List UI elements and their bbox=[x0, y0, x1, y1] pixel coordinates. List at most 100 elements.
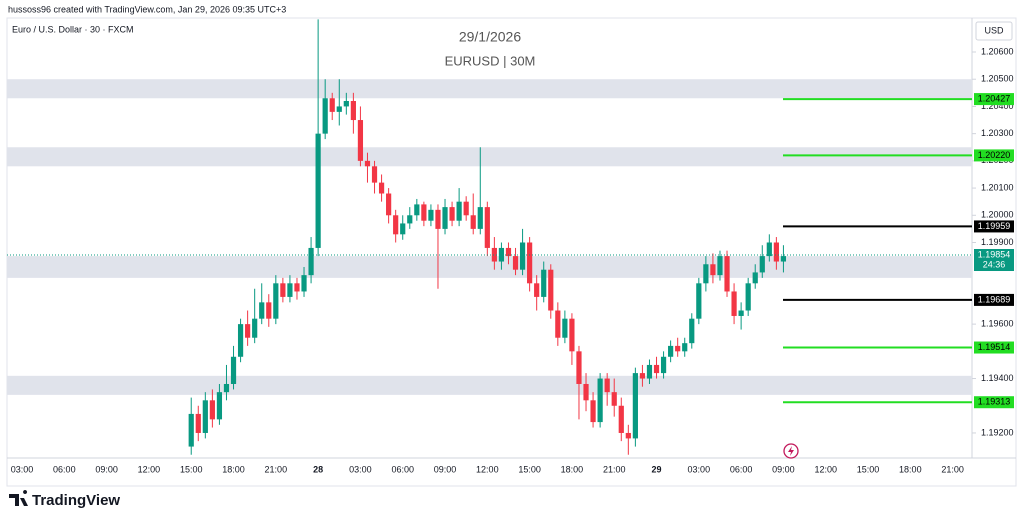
candle-body bbox=[209, 400, 215, 420]
candle-body bbox=[569, 318, 575, 352]
candle-body bbox=[216, 392, 223, 420]
candle-body bbox=[604, 378, 610, 393]
candle-body bbox=[287, 283, 293, 297]
candle-body bbox=[682, 343, 688, 352]
x-tick-label: 15:00 bbox=[180, 464, 203, 474]
candle-body bbox=[548, 269, 554, 311]
x-tick-label: 12:00 bbox=[476, 464, 499, 474]
zone bbox=[7, 375, 972, 395]
candle-body bbox=[470, 215, 476, 229]
symbol: Euro / U.S. Dollar · 30 · FXCM bbox=[12, 24, 134, 34]
level-box bbox=[974, 341, 1014, 354]
candle-body bbox=[618, 405, 624, 433]
candle-body bbox=[660, 356, 667, 374]
x-tick-label: 09:00 bbox=[95, 464, 118, 474]
candle-body bbox=[280, 283, 286, 297]
candle-body bbox=[484, 207, 490, 248]
candle-body bbox=[752, 272, 758, 284]
candle-body bbox=[527, 242, 533, 284]
candle-body bbox=[491, 247, 497, 262]
x-tick-label: 09:00 bbox=[434, 464, 457, 474]
y-tick-label: 1.20600 bbox=[981, 46, 1014, 56]
level-label: 1.20220 bbox=[978, 150, 1011, 160]
candle-body bbox=[195, 413, 201, 433]
candle-body bbox=[632, 373, 638, 439]
candle-body bbox=[597, 378, 603, 423]
candle-body bbox=[294, 283, 300, 292]
level-box bbox=[974, 149, 1014, 162]
candle-body bbox=[477, 207, 483, 229]
candle-body bbox=[766, 242, 772, 257]
candle-body bbox=[463, 201, 469, 216]
candle-body bbox=[350, 100, 356, 121]
candle-body bbox=[653, 364, 660, 374]
candle-body bbox=[421, 204, 427, 221]
candle-body bbox=[428, 209, 434, 221]
y-tick-label: 1.19600 bbox=[981, 318, 1014, 328]
candle-body bbox=[583, 383, 589, 401]
candle-body bbox=[738, 310, 744, 316]
currency-box[interactable] bbox=[975, 21, 1013, 41]
candle-body bbox=[322, 98, 328, 134]
y-tick-label: 1.20300 bbox=[981, 128, 1014, 138]
candle-body bbox=[576, 351, 582, 384]
x-tick-label: 06:00 bbox=[391, 464, 414, 474]
candle-body bbox=[230, 356, 237, 384]
candle-body bbox=[308, 247, 314, 276]
level-box bbox=[974, 93, 1014, 106]
level-label: 1.19689 bbox=[978, 294, 1011, 304]
currency: USD bbox=[984, 25, 1004, 35]
y-tick-label: 1.19200 bbox=[981, 427, 1014, 437]
candle-body bbox=[541, 269, 547, 297]
candle-body bbox=[315, 133, 321, 248]
level-label: 1.20427 bbox=[978, 93, 1011, 103]
x-tick-label: 18:00 bbox=[222, 464, 245, 474]
x-tick-label: 03:00 bbox=[688, 464, 711, 474]
candle-body bbox=[689, 318, 695, 344]
candle-body bbox=[611, 392, 617, 406]
candle-body bbox=[266, 302, 272, 319]
candle-body bbox=[273, 283, 279, 319]
frame bbox=[6, 17, 1017, 487]
candle-body bbox=[703, 264, 709, 284]
x-tick-label: 06:00 bbox=[53, 464, 76, 474]
candle-body bbox=[498, 247, 505, 262]
candle-body bbox=[731, 291, 737, 316]
candle-body bbox=[534, 283, 540, 297]
candle-body bbox=[329, 98, 335, 112]
candle-body bbox=[625, 432, 631, 439]
candle-body bbox=[519, 242, 526, 270]
logo[interactable] bbox=[9, 490, 28, 506]
candle-body bbox=[449, 207, 455, 221]
candle-body bbox=[710, 264, 716, 276]
x-tick-label: 12:00 bbox=[814, 464, 837, 474]
candle-body bbox=[237, 324, 244, 357]
candle-body bbox=[336, 106, 342, 112]
candle-body bbox=[357, 120, 364, 161]
candle-body bbox=[696, 283, 702, 319]
candle-body bbox=[745, 283, 751, 311]
brand: TradingView bbox=[32, 492, 120, 509]
candle-body bbox=[252, 318, 258, 338]
x-tick-label: 18:00 bbox=[899, 464, 922, 474]
last-price-box bbox=[974, 249, 1014, 272]
candle-body bbox=[512, 256, 519, 270]
candle-body bbox=[555, 310, 561, 338]
candle-body bbox=[223, 383, 230, 393]
level-label: 1.19313 bbox=[978, 397, 1011, 407]
alert-icon[interactable] bbox=[783, 443, 799, 459]
candle-body bbox=[442, 207, 448, 229]
candle-body bbox=[400, 223, 406, 235]
x-tick-label: 03:00 bbox=[11, 464, 34, 474]
y-tick-label: 1.19400 bbox=[981, 373, 1014, 383]
candle-body bbox=[773, 242, 779, 262]
x-tick-label: 18:00 bbox=[561, 464, 584, 474]
candle-body bbox=[386, 193, 392, 216]
candle-body bbox=[759, 256, 765, 273]
candle-body bbox=[364, 160, 371, 167]
candle-body bbox=[407, 215, 413, 224]
x-tick-label: 21:00 bbox=[603, 464, 626, 474]
candle-body bbox=[456, 201, 462, 221]
y-tick-label: 1.19900 bbox=[981, 237, 1014, 247]
